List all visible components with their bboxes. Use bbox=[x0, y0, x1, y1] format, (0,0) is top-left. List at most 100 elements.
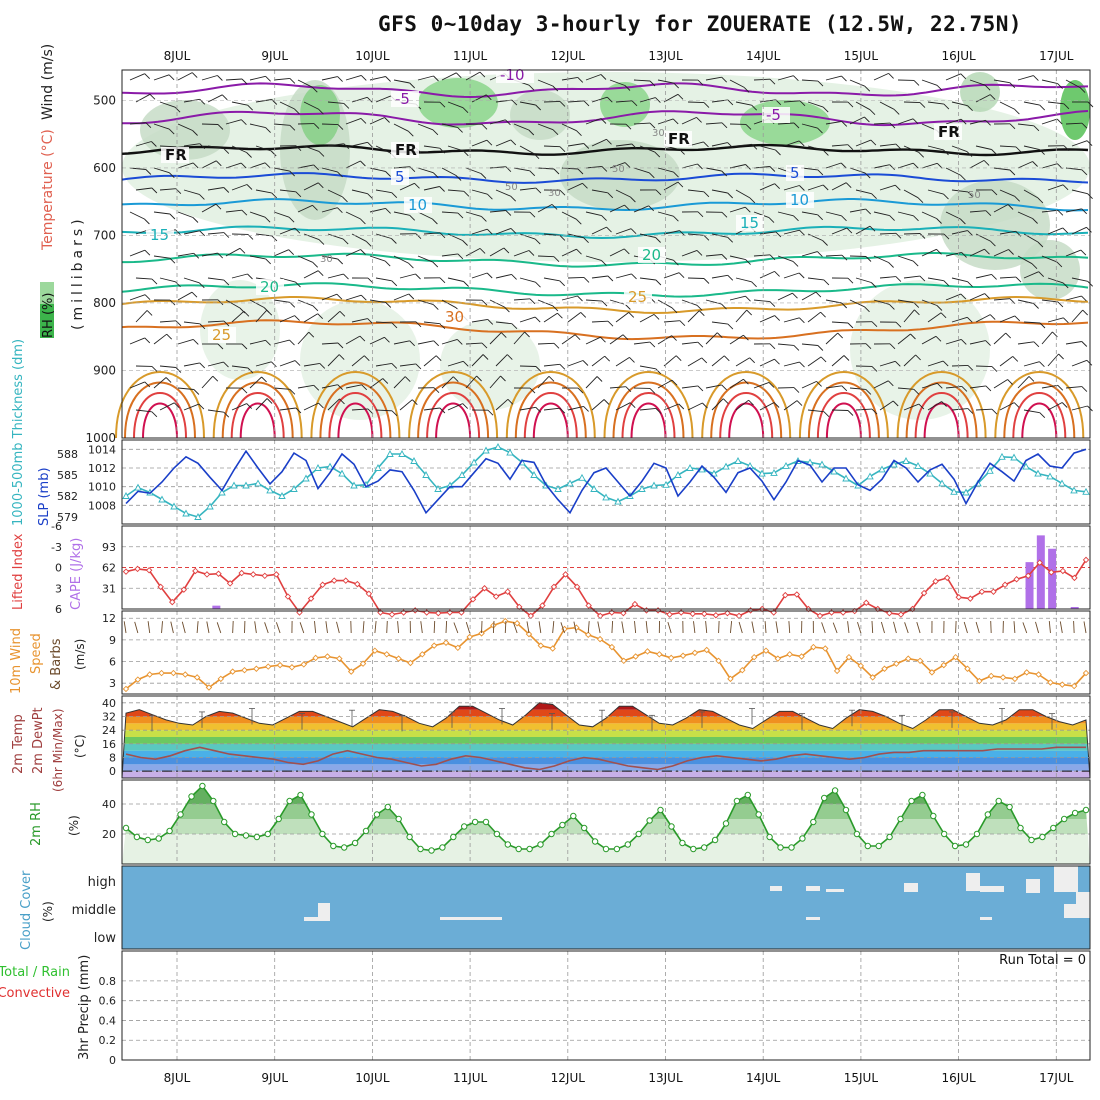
wind-barb bbox=[345, 117, 362, 125]
thickness-point bbox=[1034, 469, 1042, 477]
cloud-gap bbox=[318, 903, 330, 921]
rh2m-point bbox=[788, 844, 795, 851]
wind-barb bbox=[993, 167, 1010, 171]
wind-barb-flag bbox=[841, 121, 848, 127]
wind-barb-flag bbox=[1086, 359, 1093, 366]
wind-barb bbox=[951, 408, 968, 411]
iso-label-bg bbox=[786, 165, 804, 181]
wind-barb-flag bbox=[439, 186, 445, 192]
wind-barb-flag bbox=[677, 93, 684, 100]
wind-barb bbox=[897, 387, 914, 390]
wind-barb bbox=[177, 338, 194, 345]
wind-barb-flag bbox=[462, 150, 469, 157]
t2m-labels4: (°C) bbox=[73, 734, 87, 758]
t2m-unit-label: (°C) bbox=[73, 734, 87, 758]
wind-barb bbox=[999, 276, 1017, 279]
wind-barb-flag bbox=[1081, 386, 1088, 392]
wind-barb bbox=[711, 189, 728, 194]
wind-barb-flag bbox=[841, 302, 848, 309]
wind10-barb bbox=[880, 621, 885, 634]
lifted-index-line bbox=[125, 559, 1087, 617]
wind-barb bbox=[561, 295, 578, 301]
wind10-point bbox=[205, 684, 213, 691]
wind10-barb bbox=[1022, 622, 1028, 634]
thickness-point bbox=[578, 473, 586, 481]
lifted-index-point bbox=[562, 571, 569, 578]
iso-label-bg bbox=[934, 124, 962, 140]
wind-barb bbox=[369, 299, 386, 303]
wind-barb bbox=[1041, 209, 1058, 213]
wind-barb bbox=[207, 409, 224, 413]
wind-barb bbox=[327, 189, 343, 198]
surface-temp-contour bbox=[505, 371, 596, 439]
lifted-index-point bbox=[504, 588, 511, 595]
wind-barb bbox=[1017, 161, 1033, 169]
wind-barb-flag bbox=[1081, 341, 1088, 347]
wind10-barb bbox=[275, 622, 281, 634]
wind-barb bbox=[279, 101, 295, 110]
thickness-point bbox=[878, 465, 886, 473]
wind-barb bbox=[537, 342, 555, 345]
isotherm-label: -5 bbox=[766, 106, 781, 124]
wind-barb bbox=[831, 355, 845, 367]
thickness-point bbox=[314, 464, 322, 471]
wind-barb-flag bbox=[289, 170, 296, 177]
wind-barb-flag bbox=[457, 127, 463, 133]
wind-barb bbox=[1047, 317, 1064, 323]
wind-barb-flag bbox=[312, 305, 319, 312]
cape-axis-label: CAPE (J/kg) bbox=[69, 538, 84, 610]
wind-barb-flag bbox=[559, 235, 566, 241]
wind-barb-flag bbox=[391, 192, 398, 199]
wind-barb-flag bbox=[889, 304, 895, 310]
wind10-point bbox=[1070, 682, 1078, 690]
rh-shade bbox=[300, 85, 340, 145]
wind-barb bbox=[345, 335, 361, 345]
wind-barb bbox=[975, 314, 991, 323]
wind-barb-flag bbox=[847, 144, 854, 151]
thickness-point bbox=[422, 471, 430, 478]
wind-barb-flag bbox=[480, 173, 487, 179]
wind-barb-flag bbox=[991, 366, 998, 372]
wind-barb bbox=[321, 167, 338, 173]
wind-barb-flag bbox=[846, 227, 853, 234]
rh2m-point bbox=[930, 812, 937, 820]
wind-barb-flag bbox=[265, 127, 271, 133]
wind-barb-flag bbox=[1037, 241, 1044, 248]
wind-barb-flag bbox=[337, 124, 344, 130]
precip-frame bbox=[121, 950, 1091, 1061]
cape-bar bbox=[1048, 548, 1057, 609]
t2m-tick-label: 40 bbox=[102, 697, 116, 710]
thickness-point bbox=[326, 462, 334, 470]
wind-barb bbox=[711, 321, 728, 325]
wind-barb bbox=[903, 275, 920, 279]
wind-barb-flag bbox=[1032, 218, 1038, 224]
wind-barb bbox=[279, 277, 296, 283]
rh2m-point bbox=[504, 841, 511, 848]
wind-barb bbox=[777, 122, 795, 125]
wind-barb-flag bbox=[583, 100, 590, 107]
wind10-point bbox=[146, 671, 153, 678]
lifted-index-point bbox=[967, 595, 974, 602]
thickness-point bbox=[1022, 462, 1030, 470]
wind-barb-flag bbox=[1039, 361, 1045, 368]
wind10-point bbox=[881, 665, 888, 672]
rh2m-point bbox=[362, 827, 370, 835]
wind-barb-flag bbox=[192, 217, 199, 223]
wind-barb-flag bbox=[1058, 353, 1064, 360]
wind-barb-flag bbox=[678, 403, 685, 410]
wind-barb bbox=[1047, 402, 1063, 411]
wind-barb-flag bbox=[533, 153, 540, 160]
top-date-label: 10JUL bbox=[355, 49, 390, 63]
wind-barb bbox=[639, 145, 655, 153]
wind-barb-flag bbox=[696, 117, 702, 123]
wind-barb-flag bbox=[912, 260, 919, 267]
wind-barb bbox=[489, 375, 501, 389]
wind-barb bbox=[975, 145, 992, 150]
wind-barb-flag bbox=[552, 85, 559, 92]
wind-barb-flag bbox=[215, 160, 222, 167]
wind-barb bbox=[489, 247, 505, 257]
wind10-point bbox=[940, 661, 948, 669]
wind-barb-flag bbox=[773, 402, 780, 408]
wind10-point bbox=[371, 647, 379, 654]
rh2m-point bbox=[548, 830, 555, 838]
